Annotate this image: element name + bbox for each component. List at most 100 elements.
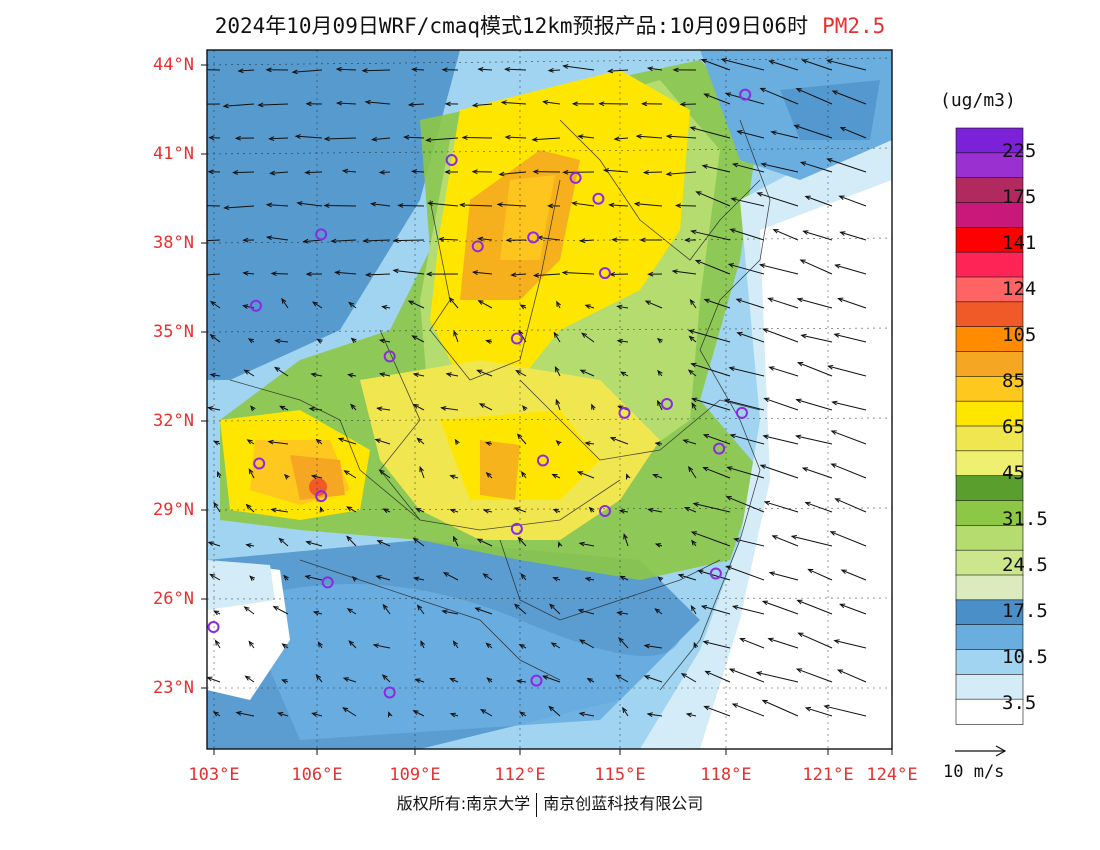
wind-arrow-head <box>347 373 354 378</box>
city-marker <box>709 567 722 580</box>
wind-arrow-head <box>414 678 421 683</box>
wind-arrow-head <box>797 361 804 367</box>
wind-arrow <box>306 541 323 547</box>
wind-arrow-head <box>310 372 317 378</box>
wind-arrow <box>578 609 595 615</box>
wind-arrow-head <box>635 134 642 139</box>
wind-arrow-head <box>337 437 344 443</box>
wind-arrow <box>479 403 493 411</box>
wind-arrow-head <box>690 229 697 235</box>
wind-arrow-head <box>283 473 290 480</box>
legend-tick-label: 31.5 <box>1002 508 1048 530</box>
wind-arrow-head <box>440 405 447 411</box>
wind-arrow <box>653 474 663 479</box>
wind-arrow-head <box>804 501 811 507</box>
wind-arrow <box>273 606 289 615</box>
wind-arrow <box>562 272 595 275</box>
wind-arrow-head <box>553 331 559 338</box>
wind-arrow <box>678 574 697 581</box>
wind-arrow <box>563 65 595 71</box>
wind-arrow <box>620 575 629 581</box>
wind-arrow <box>346 536 357 547</box>
wind-arrow-head <box>554 366 560 373</box>
wind-arrow-head <box>576 471 584 476</box>
wind-arrow-head <box>235 711 242 716</box>
wind-arrow <box>210 373 221 377</box>
wind-arrow-head <box>654 441 661 447</box>
wind-arrow <box>555 399 561 411</box>
wind-arrow-head <box>680 673 687 679</box>
wind-arrow-head <box>519 711 526 717</box>
wind-arrow-head <box>316 338 323 344</box>
province-boundaries <box>229 119 771 691</box>
city-marker <box>527 231 540 244</box>
wind-arrow-head <box>485 339 492 345</box>
city-marker <box>445 154 458 167</box>
wind-arrow-head <box>826 59 833 64</box>
wind-arrow <box>478 68 493 71</box>
wind-arrow-head <box>800 333 807 339</box>
wind-arrow-head <box>265 67 272 73</box>
wind-arrow-head <box>584 441 591 446</box>
wind-arrow <box>248 641 255 649</box>
wind-arrow <box>724 399 765 411</box>
wind-arrow-head <box>500 100 507 106</box>
wind-arrow <box>798 362 833 377</box>
legend-swatch <box>955 525 1024 551</box>
wind-arrow-head <box>720 58 727 63</box>
wind-arrow <box>579 639 595 649</box>
wind-arrow-head <box>425 271 432 277</box>
wind-arrow <box>802 467 833 479</box>
wind-arrow-head <box>471 270 479 275</box>
wind-arrow-head <box>701 164 708 169</box>
wind-arrow <box>683 439 697 445</box>
wind-arrow <box>838 298 867 309</box>
wind-arrow-head <box>771 535 778 540</box>
wind-arrow-head <box>654 543 662 548</box>
wind-arrow-head <box>346 608 353 614</box>
wind-arrow <box>835 498 867 513</box>
legend-tick-label: 105 <box>1002 324 1037 346</box>
wind-arrow <box>505 136 527 139</box>
wind-arrow-head <box>656 337 663 344</box>
wind-arrow <box>413 404 425 411</box>
wind-arrow <box>517 433 527 445</box>
wind-arrow <box>343 677 357 683</box>
wind-arrow <box>667 135 697 139</box>
wind-arrow <box>331 239 357 242</box>
wind-arrow-head <box>461 135 468 141</box>
wind-arrow <box>689 336 697 343</box>
city-marker <box>315 490 328 503</box>
wind-arrow-head <box>671 269 678 274</box>
wind-arrow-head <box>522 405 528 412</box>
wind-arrow-head <box>342 707 349 713</box>
legend-unit: (ug/m3) <box>940 90 1016 111</box>
wind-arrow-head <box>625 473 631 480</box>
wind-arrow-head <box>611 237 618 243</box>
wind-arrow-head <box>683 507 691 512</box>
wind-arrow <box>280 405 289 411</box>
wind-arrow <box>830 531 867 547</box>
wind-arrow <box>305 171 323 174</box>
wind-arrow <box>832 90 867 105</box>
legend-tick-label: 124 <box>1002 278 1037 300</box>
wind-arrow-head <box>334 270 341 276</box>
wind-arrow-head <box>381 305 388 310</box>
lon-label-106: 106°E <box>291 765 343 785</box>
wind-arrow-head <box>550 642 557 648</box>
city-marker <box>249 299 262 312</box>
wind-arrow-head <box>420 640 425 647</box>
wind-arrow-head <box>695 191 702 196</box>
wind-arrow-head <box>335 66 342 72</box>
wind-arrow-head <box>731 703 739 708</box>
wind-arrow-head <box>458 202 466 208</box>
wind-arrow <box>796 399 833 411</box>
wind-arrow <box>379 171 391 174</box>
wind-arrow <box>337 102 357 105</box>
wind-arrow-head <box>412 403 419 409</box>
wind-arrow-head <box>598 101 605 107</box>
wind-arrow <box>501 101 527 105</box>
wind-arrow <box>413 373 425 377</box>
legend-swatch <box>955 152 1024 179</box>
wind-arrow <box>801 334 833 343</box>
